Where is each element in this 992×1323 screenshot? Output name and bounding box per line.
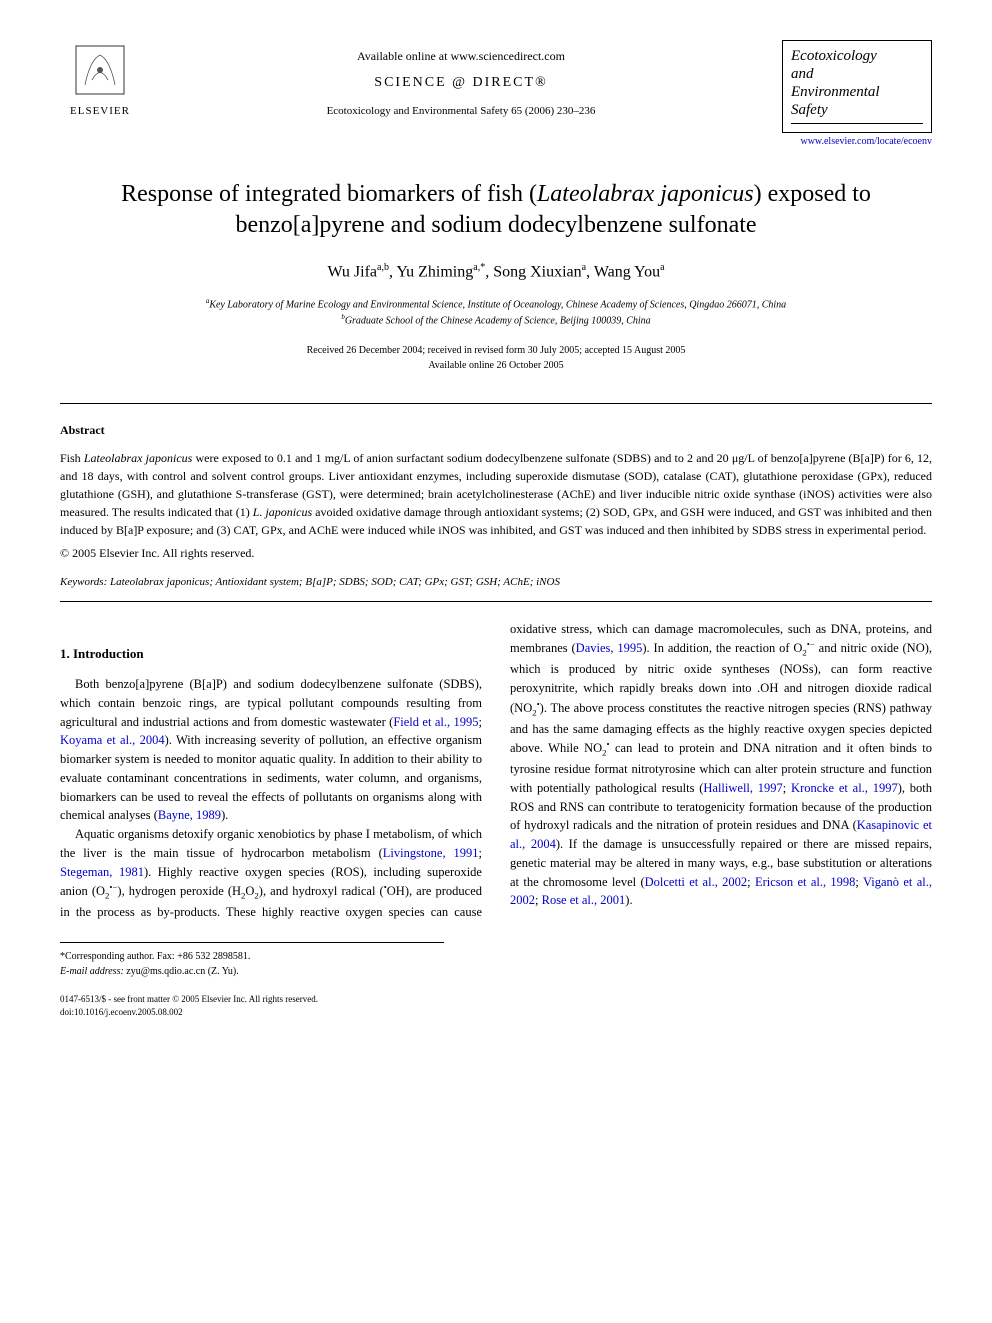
affiliation-a: Key Laboratory of Marine Ecology and Env… [209, 299, 786, 310]
affiliation-b: Graduate School of the Chinese Academy o… [345, 316, 651, 327]
dates-line2: Available online 26 October 2005 [428, 360, 563, 371]
p2r: ). [625, 893, 632, 907]
journal-box-wrapper: Ecotoxicology and Environmental Safety w… [782, 40, 932, 149]
body-columns: 1. Introduction Both benzo[a]pyrene (B[a… [60, 620, 932, 922]
p2o: ; [747, 875, 755, 889]
center-header: Available online at www.sciencedirect.co… [140, 40, 782, 120]
elsevier-logo-icon [70, 40, 130, 100]
sup3: •− [807, 639, 815, 649]
email-address[interactable]: zyu@ms.qdio.ac.cn (Z. Yu). [124, 966, 239, 977]
publisher-name: ELSEVIER [70, 104, 130, 119]
affiliations: aKey Laboratory of Marine Ecology and En… [60, 296, 932, 329]
email-label: E-mail address: [60, 966, 124, 977]
footer-meta: 0147-6513/$ - see front matter © 2005 El… [60, 993, 932, 1018]
journal-url[interactable]: www.elsevier.com/locate/ecoenv [782, 135, 932, 149]
ref-kroncke-1997[interactable]: Kroncke et al., 1997 [791, 781, 898, 795]
title-pre: Response of integrated biomarkers of fis… [121, 181, 537, 207]
ref-livingstone-1991[interactable]: Livingstone, 1991 [383, 846, 479, 860]
p2f: ), and hydroxyl radical ( [259, 885, 384, 899]
ref-bayne-1989[interactable]: Bayne, 1989 [158, 808, 221, 822]
email-line: E-mail address: zyu@ms.qdio.ac.cn (Z. Yu… [60, 964, 444, 979]
abs-species: Lateolabrax japonicus [84, 451, 192, 465]
authors-line: Wu Jifaa,b, Yu Zhiminga,*, Song Xiuxiana… [60, 261, 932, 284]
journal-reference: Ecotoxicology and Environmental Safety 6… [140, 104, 782, 119]
abstract-heading: Abstract [60, 422, 932, 439]
p2q: ; [535, 893, 542, 907]
divider-top [60, 403, 932, 404]
p1d: ). [221, 808, 228, 822]
article-title: Response of integrated biomarkers of fis… [100, 179, 892, 241]
ref-stegeman-1981[interactable]: Stegeman, 1981 [60, 865, 144, 879]
corresponding-author: *Corresponding author. Fax: +86 532 2898… [60, 949, 444, 964]
author-4-aff: a [660, 262, 664, 273]
footer-notes: *Corresponding author. Fax: +86 532 2898… [60, 942, 444, 979]
author-3-aff: a [582, 262, 586, 273]
journal-line4: Safety [791, 102, 828, 118]
ref-davies-1995[interactable]: Davies, 1995 [576, 642, 643, 656]
issn-line: 0147-6513/$ - see front matter © 2005 El… [60, 993, 932, 1006]
p2p: ; [855, 875, 863, 889]
abs-pre: Fish [60, 451, 84, 465]
abs-species2: L. japonicus [253, 505, 312, 519]
ref-koyama-2004[interactable]: Koyama et al., 2004 [60, 733, 165, 747]
page-header: ELSEVIER Available online at www.science… [60, 40, 932, 149]
title-species: Lateolabrax japonicus [537, 181, 754, 207]
keywords-text: Lateolabrax japonicus; Antioxidant syste… [107, 576, 560, 588]
p2l: ; [783, 781, 791, 795]
doi-line: doi:10.1016/j.ecoenv.2005.08.002 [60, 1006, 932, 1019]
sub4: 2 [802, 648, 806, 658]
keywords-line: Keywords: Lateolabrax japonicus; Antioxi… [60, 575, 932, 590]
author-4: Wang You [594, 264, 660, 281]
journal-line3: Environmental [791, 84, 880, 100]
intro-para-1: Both benzo[a]pyrene (B[a]P) and sodium d… [60, 675, 482, 825]
author-3: Song Xiuxian [493, 264, 581, 281]
journal-line2: and [791, 66, 814, 82]
p2h: ). In addition, the reaction of O [642, 642, 802, 656]
dates-line1: Received 26 December 2004; received in r… [307, 345, 686, 356]
p1b: ; [479, 715, 482, 729]
ref-ericson-1998[interactable]: Ericson et al., 1998 [755, 875, 855, 889]
journal-line1: Ecotoxicology [791, 48, 877, 64]
article-dates: Received 26 December 2004; received in r… [60, 343, 932, 373]
publisher-block: ELSEVIER [60, 40, 140, 119]
author-1: Wu Jifa [327, 264, 377, 281]
divider-bottom [60, 601, 932, 602]
abstract-copyright: © 2005 Elsevier Inc. All rights reserved… [60, 545, 932, 562]
p2d: ), hydrogen peroxide (H [117, 885, 241, 899]
sciencedirect-logo: SCIENCE @ DIRECT® [140, 73, 782, 93]
abstract-body: Fish Lateolabrax japonicus were exposed … [60, 449, 932, 539]
sub6: 2 [602, 748, 606, 758]
ref-rose-2001[interactable]: Rose et al., 2001 [542, 893, 626, 907]
intro-heading: 1. Introduction [60, 644, 482, 664]
sub5: 2 [532, 707, 536, 717]
available-online-text: Available online at www.sciencedirect.co… [140, 48, 782, 65]
corresponding-star: * [480, 262, 485, 273]
ref-halliwell-1997[interactable]: Halliwell, 1997 [703, 781, 782, 795]
ref-dolcetti-2002[interactable]: Dolcetti et al., 2002 [645, 875, 748, 889]
author-1-aff: a,b [377, 262, 389, 273]
sub1: 2 [105, 891, 109, 901]
p2b: ; [479, 846, 482, 860]
keywords-label: Keywords: [60, 576, 107, 588]
ref-field-1995[interactable]: Field et al., 1995 [393, 715, 478, 729]
journal-title-box: Ecotoxicology and Environmental Safety [782, 40, 932, 133]
author-2: Yu Zhiming [396, 264, 473, 281]
